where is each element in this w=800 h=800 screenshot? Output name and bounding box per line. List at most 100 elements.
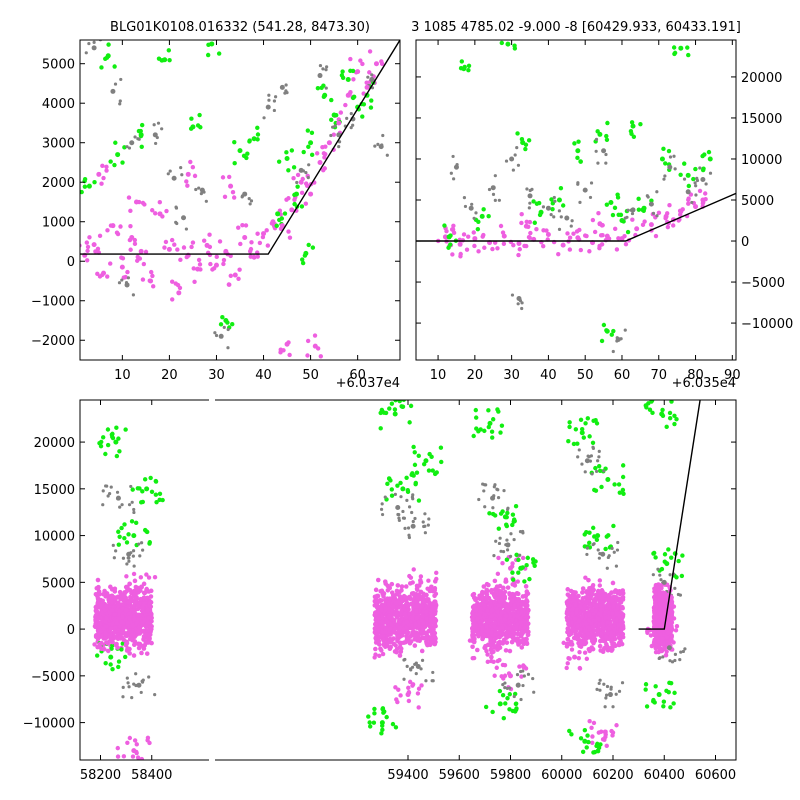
scatter-texture xyxy=(589,725,594,730)
scatter-texture xyxy=(95,601,101,606)
scatter-texture xyxy=(501,241,507,246)
scatter-texture xyxy=(656,210,662,216)
scatter-texture xyxy=(631,134,637,139)
scatter-texture xyxy=(245,151,250,156)
scatter-texture xyxy=(449,171,453,175)
scatter-texture xyxy=(676,558,681,564)
scatter-texture xyxy=(584,529,589,535)
y-tick-label: 5000 xyxy=(42,58,75,73)
scatter-texture xyxy=(411,519,415,524)
scatter-texture xyxy=(598,648,603,653)
scatter-texture xyxy=(481,207,486,212)
scatter-texture xyxy=(590,591,595,597)
data-point-gray xyxy=(110,88,116,94)
x-tick-label: 40 xyxy=(255,368,272,383)
scatter-texture xyxy=(226,346,230,350)
scatter-texture xyxy=(490,417,496,422)
scatter-texture xyxy=(157,491,163,497)
scatter-texture xyxy=(408,403,414,409)
scatter-texture xyxy=(490,709,495,715)
data-point-magenta xyxy=(678,208,684,214)
scatter-texture xyxy=(85,244,91,250)
scatter-texture xyxy=(686,196,691,201)
scatter-texture xyxy=(616,212,621,217)
scatter-texture xyxy=(513,504,519,509)
x-tick-label: 60 xyxy=(349,368,366,383)
scatter-texture xyxy=(397,516,401,520)
scatter-texture xyxy=(398,649,404,654)
scatter-texture xyxy=(651,211,656,215)
scatter-texture xyxy=(230,322,235,327)
scatter-texture xyxy=(147,541,152,546)
scatter-texture xyxy=(648,633,654,638)
x-tick-label: 50 xyxy=(302,368,319,383)
scatter-texture xyxy=(651,573,655,577)
scatter-texture xyxy=(127,556,131,560)
scatter-texture xyxy=(589,181,594,185)
scatter-texture xyxy=(498,511,504,516)
scatter-texture xyxy=(604,161,608,165)
scatter-texture xyxy=(114,453,120,459)
scatter-texture xyxy=(147,632,153,637)
panel-top-right-frame xyxy=(415,39,737,361)
scatter-texture xyxy=(558,185,564,191)
scatter-texture xyxy=(655,214,659,218)
scatter-texture xyxy=(292,197,297,202)
scatter-texture xyxy=(230,190,236,195)
scatter-texture xyxy=(571,441,577,447)
scatter-texture xyxy=(646,195,650,199)
scatter-texture xyxy=(427,622,433,627)
scatter-texture xyxy=(630,211,635,216)
scatter-texture xyxy=(168,169,172,173)
scatter-texture xyxy=(505,696,510,701)
scatter-texture xyxy=(475,226,481,232)
scatter-texture xyxy=(105,427,111,432)
scatter-texture xyxy=(573,427,579,432)
scatter-texture xyxy=(375,609,381,615)
scatter-texture xyxy=(139,690,143,695)
scatter-texture xyxy=(404,475,409,480)
scatter-texture xyxy=(127,559,131,563)
scatter-texture xyxy=(140,499,145,505)
scatter-texture xyxy=(573,628,579,634)
scatter-texture xyxy=(606,601,611,607)
scatter-texture xyxy=(663,652,669,658)
scatter-texture xyxy=(149,640,154,646)
data-point-magenta xyxy=(317,159,323,165)
scatter-texture xyxy=(461,232,467,237)
scatter-texture xyxy=(125,740,130,745)
scatter-texture xyxy=(358,58,363,63)
scatter-texture xyxy=(136,612,141,618)
scatter-texture xyxy=(284,83,288,87)
scatter-texture xyxy=(572,141,577,146)
scatter-texture xyxy=(450,252,455,257)
scatter-texture xyxy=(580,462,584,466)
scatter-texture xyxy=(499,609,505,615)
scatter-texture xyxy=(373,144,377,148)
scatter-texture xyxy=(518,530,523,534)
scatter-texture xyxy=(138,575,144,580)
scatter-texture xyxy=(597,583,602,588)
panel-top-left-frame xyxy=(79,39,401,361)
scatter-texture xyxy=(381,591,387,596)
data-point-green xyxy=(604,328,610,334)
scatter-texture xyxy=(596,459,600,463)
scatter-texture xyxy=(321,167,326,173)
scatter-texture xyxy=(583,575,588,580)
scatter-texture xyxy=(101,175,106,181)
scatter-texture xyxy=(512,43,517,48)
scatter-texture xyxy=(131,571,137,577)
y-tick-label: −5000 xyxy=(741,276,785,291)
scatter-texture xyxy=(383,626,389,631)
scatter-texture xyxy=(582,641,587,647)
data-point-green xyxy=(446,234,452,240)
scatter-texture xyxy=(222,194,228,199)
scatter-texture xyxy=(662,552,668,557)
data-point-green xyxy=(520,140,526,146)
scatter-texture xyxy=(282,211,288,216)
data-point-magenta xyxy=(289,207,295,213)
scatter-texture xyxy=(612,226,618,232)
scatter-texture xyxy=(101,489,105,493)
scatter-texture xyxy=(665,224,671,230)
data-point-magenta xyxy=(634,226,640,232)
